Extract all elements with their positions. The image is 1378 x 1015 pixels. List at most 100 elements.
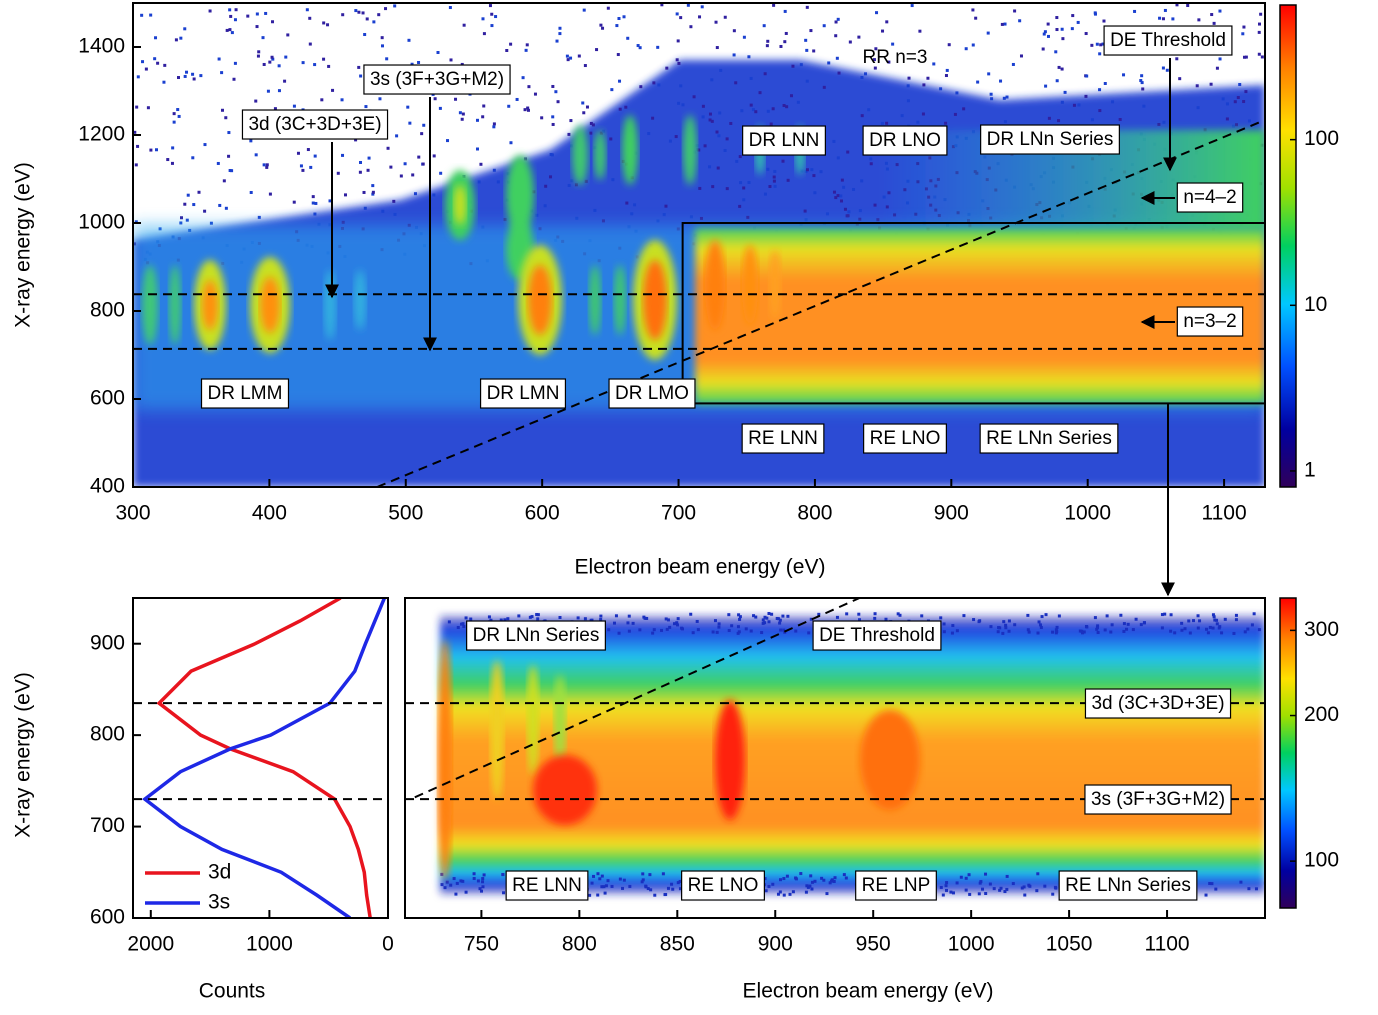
heatmap-blob — [715, 700, 745, 820]
noise — [764, 72, 767, 75]
noise — [220, 71, 223, 74]
noise — [283, 80, 286, 83]
noise — [874, 204, 877, 207]
noise — [286, 33, 289, 36]
noise — [811, 881, 814, 884]
noise — [709, 113, 712, 116]
noise — [234, 62, 237, 65]
noise — [951, 632, 954, 635]
noise — [901, 114, 904, 117]
noise — [1090, 44, 1093, 47]
noise — [847, 214, 850, 217]
noise — [536, 617, 539, 620]
noise — [177, 76, 180, 79]
noise — [810, 168, 813, 171]
noise — [226, 29, 229, 32]
noise — [960, 876, 963, 879]
noise — [1207, 631, 1210, 634]
x-tick-label: 1000 — [246, 933, 293, 956]
noise — [859, 209, 862, 212]
noise — [1169, 630, 1172, 633]
noise — [1058, 614, 1061, 617]
noise — [1244, 630, 1247, 633]
noise — [805, 891, 808, 894]
noise — [199, 74, 202, 77]
noise — [1008, 619, 1011, 622]
noise — [1161, 613, 1164, 616]
y-tick-label: 1200 — [78, 123, 125, 146]
noise — [463, 24, 466, 27]
heatmap-blob — [643, 260, 667, 340]
noise — [740, 109, 743, 112]
noise — [203, 210, 206, 213]
noise — [357, 11, 360, 14]
noise — [217, 162, 220, 165]
noise — [701, 5, 704, 8]
noise — [876, 218, 879, 221]
noise — [461, 880, 464, 883]
noise — [422, 163, 425, 166]
noise — [364, 105, 367, 108]
noise — [1106, 614, 1109, 617]
y-axis-label: X-ray energy (eV) — [12, 672, 35, 838]
noise — [481, 880, 484, 883]
noise — [308, 17, 311, 20]
noise — [714, 619, 717, 622]
noise — [972, 43, 975, 46]
noise — [737, 625, 740, 628]
noise — [771, 883, 774, 886]
noise — [198, 191, 201, 194]
noise — [1058, 66, 1061, 69]
noise — [602, 219, 605, 222]
noise — [584, 64, 587, 67]
noise — [770, 123, 773, 126]
noise — [256, 25, 259, 28]
noise — [478, 180, 481, 183]
noise — [881, 122, 884, 125]
curve — [159, 598, 370, 918]
noise — [750, 104, 753, 107]
noise — [246, 15, 249, 18]
noise — [1258, 53, 1261, 56]
noise — [439, 172, 442, 175]
annotation: RE LNO — [688, 875, 759, 896]
noise — [551, 85, 554, 88]
noise — [623, 879, 626, 882]
noise — [747, 55, 750, 58]
noise — [1099, 43, 1102, 46]
noise — [1001, 632, 1004, 635]
noise — [306, 8, 309, 11]
heatmap-blob — [572, 125, 588, 185]
noise — [187, 194, 190, 197]
noise — [870, 162, 873, 165]
x-tick-label: 0 — [382, 933, 394, 956]
noise — [1214, 888, 1217, 891]
noise — [663, 893, 666, 896]
noise — [1096, 43, 1099, 46]
noise — [232, 78, 235, 81]
noise — [1184, 627, 1187, 630]
noise — [782, 160, 785, 163]
noise — [257, 50, 260, 53]
noise — [1054, 50, 1057, 53]
noise — [433, 154, 436, 157]
noise — [258, 216, 261, 219]
x-tick-label: 700 — [661, 502, 696, 525]
noise — [1259, 13, 1262, 16]
noise — [628, 630, 631, 633]
noise — [210, 222, 213, 225]
noise — [779, 619, 782, 622]
noise — [911, 4, 914, 7]
noise — [692, 631, 695, 634]
noise — [166, 158, 169, 161]
noise — [450, 58, 453, 61]
noise — [364, 207, 367, 210]
noise — [955, 91, 958, 94]
noise — [1043, 33, 1046, 36]
noise — [805, 884, 808, 887]
noise — [1077, 21, 1080, 24]
noise — [993, 887, 996, 890]
noise — [191, 73, 194, 76]
noise — [766, 168, 769, 171]
noise — [734, 81, 737, 84]
